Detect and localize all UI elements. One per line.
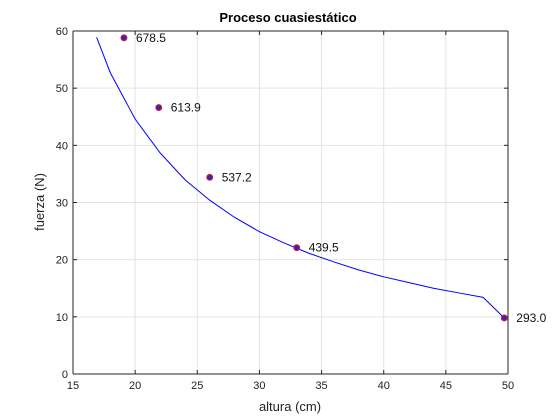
x-tick-label: 45 bbox=[440, 380, 452, 392]
data-point-label: 439.5 bbox=[309, 241, 339, 255]
data-point bbox=[206, 173, 214, 181]
data-labels: 678.5 613.9 537.2 439.5 293.0 bbox=[136, 31, 547, 325]
y-tick-label: 50 bbox=[56, 83, 68, 95]
y-tick-label: 40 bbox=[56, 140, 68, 152]
data-point bbox=[500, 314, 508, 322]
data-point bbox=[293, 244, 301, 252]
grid bbox=[72, 30, 509, 375]
y-tick-label: 20 bbox=[56, 255, 68, 267]
x-tick-label: 15 bbox=[67, 380, 79, 392]
data-point-label: 293.0 bbox=[516, 311, 546, 325]
y-axis-label: fuerza (N) bbox=[32, 173, 47, 231]
x-tick-label: 25 bbox=[191, 380, 203, 392]
data-point-label: 613.9 bbox=[171, 101, 201, 115]
data-point bbox=[120, 34, 128, 42]
fit-curve-path bbox=[96, 37, 505, 319]
y-tick-label: 10 bbox=[56, 312, 68, 324]
data-points bbox=[120, 34, 508, 322]
x-tick-label: 50 bbox=[502, 380, 514, 392]
data-point-label: 537.2 bbox=[222, 170, 252, 184]
y-tick-label: 0 bbox=[62, 369, 68, 381]
ticks: 15 20 25 30 35 40 45 50 0 10 20 30 40 50 60 bbox=[56, 26, 514, 392]
data-point-label: 678.5 bbox=[136, 31, 166, 45]
x-tick-label: 20 bbox=[129, 380, 141, 392]
x-tick-label: 40 bbox=[378, 380, 390, 392]
x-tick-label: 30 bbox=[253, 380, 265, 392]
data-point bbox=[155, 104, 163, 112]
chart-title: Proceso cuasiestático bbox=[219, 10, 356, 25]
y-tick-label: 30 bbox=[56, 198, 68, 210]
x-tick-label: 35 bbox=[315, 380, 327, 392]
fitted-curve bbox=[96, 37, 505, 319]
y-tick-label: 60 bbox=[56, 26, 68, 38]
x-axis-label: altura (cm) bbox=[259, 399, 321, 414]
